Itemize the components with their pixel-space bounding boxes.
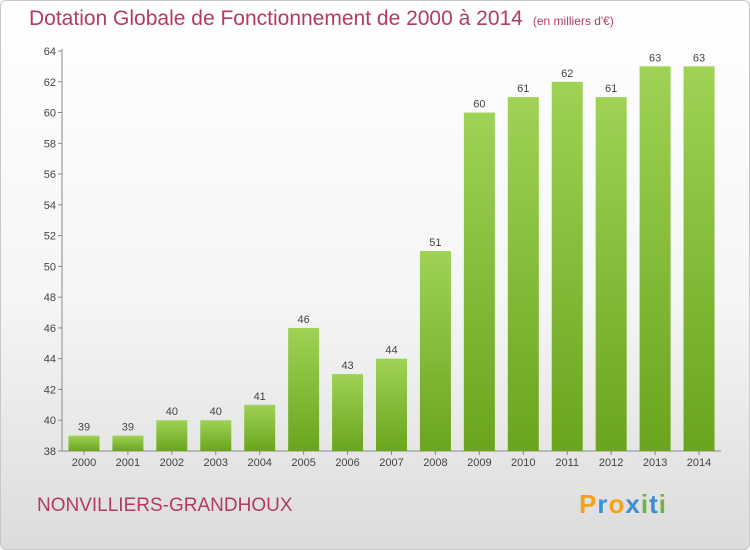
x-tick-label: 2013 <box>643 457 667 469</box>
bar-value-label: 61 <box>605 83 617 95</box>
y-tick-label: 50 <box>44 261 56 273</box>
bar <box>507 97 539 452</box>
y-tick-label: 54 <box>44 200 56 212</box>
chart-title: Dotation Globale de Fonctionnement de 20… <box>29 7 614 31</box>
x-tick-label: 2002 <box>160 457 184 469</box>
x-tick-label: 2006 <box>335 457 359 469</box>
bar <box>551 81 583 452</box>
y-tick-label: 48 <box>44 292 56 304</box>
bar-value-label: 43 <box>341 360 353 372</box>
y-tick-label: 40 <box>44 415 56 427</box>
bar <box>332 374 364 451</box>
y-tick-label: 52 <box>44 231 56 243</box>
bar <box>683 66 715 451</box>
y-tick-label: 44 <box>44 354 56 366</box>
y-tick-label: 60 <box>44 108 56 120</box>
proxiti-logo: Proxiti <box>579 489 667 519</box>
bar <box>244 404 276 451</box>
chart-title-text: Dotation Globale de Fonctionnement de 20… <box>29 7 523 30</box>
bar-value-label: 62 <box>561 68 573 80</box>
x-tick-label: 2012 <box>599 457 623 469</box>
y-tick-label: 64 <box>44 46 56 58</box>
y-tick-label: 58 <box>44 138 56 150</box>
x-tick-label: 2008 <box>423 457 447 469</box>
bar-value-label: 41 <box>254 391 266 403</box>
y-tick-label: 42 <box>44 384 56 396</box>
bar <box>463 112 495 452</box>
x-tick-label: 2010 <box>511 457 535 469</box>
bar <box>200 420 232 451</box>
y-tick-label: 38 <box>44 446 56 458</box>
bar <box>419 251 451 451</box>
bar <box>376 358 407 451</box>
bar-value-label: 40 <box>210 406 222 418</box>
bar-value-label: 44 <box>385 345 397 357</box>
bar-value-label: 39 <box>122 422 134 434</box>
y-tick-label: 62 <box>44 77 56 89</box>
bar <box>639 66 671 451</box>
bar <box>156 420 188 451</box>
bar-value-label: 40 <box>166 406 178 418</box>
bar <box>112 435 144 451</box>
x-tick-label: 2009 <box>467 457 491 469</box>
x-tick-label: 2005 <box>291 457 315 469</box>
commune-name: NONVILLIERS-GRANDHOUX <box>37 495 293 516</box>
bar-value-label: 63 <box>693 52 705 64</box>
bars: 39 39 40 40 41 46 43 44 51 60 61 62 61 63 63 <box>68 52 715 452</box>
x-tick-label: 2000 <box>72 457 96 469</box>
bar-value-label: 61 <box>517 83 529 95</box>
x-tick-label: 2001 <box>116 457 140 469</box>
x-tick-label: 2004 <box>247 457 271 469</box>
y-tick-label: 46 <box>44 323 56 335</box>
x-tick-label: 2014 <box>687 457 711 469</box>
bar-value-label: 63 <box>649 52 661 64</box>
bar-value-label: 46 <box>298 314 310 326</box>
x-tick-label: 2003 <box>204 457 228 469</box>
bar <box>68 435 100 451</box>
bar-value-label: 51 <box>429 237 441 249</box>
chart-unit: (en milliers d'€) <box>532 14 614 28</box>
bar-value-label: 39 <box>78 422 90 434</box>
bar <box>595 97 627 452</box>
x-tick-label: 2011 <box>555 457 579 469</box>
bar <box>288 327 320 451</box>
bar-value-label: 60 <box>473 99 485 111</box>
axes: 38 40 42 44 46 48 50 52 54 56 58 60 62 64 2000 2001 2002… <box>44 46 721 469</box>
x-tick-label: 2007 <box>379 457 403 469</box>
y-tick-label: 56 <box>44 169 56 181</box>
